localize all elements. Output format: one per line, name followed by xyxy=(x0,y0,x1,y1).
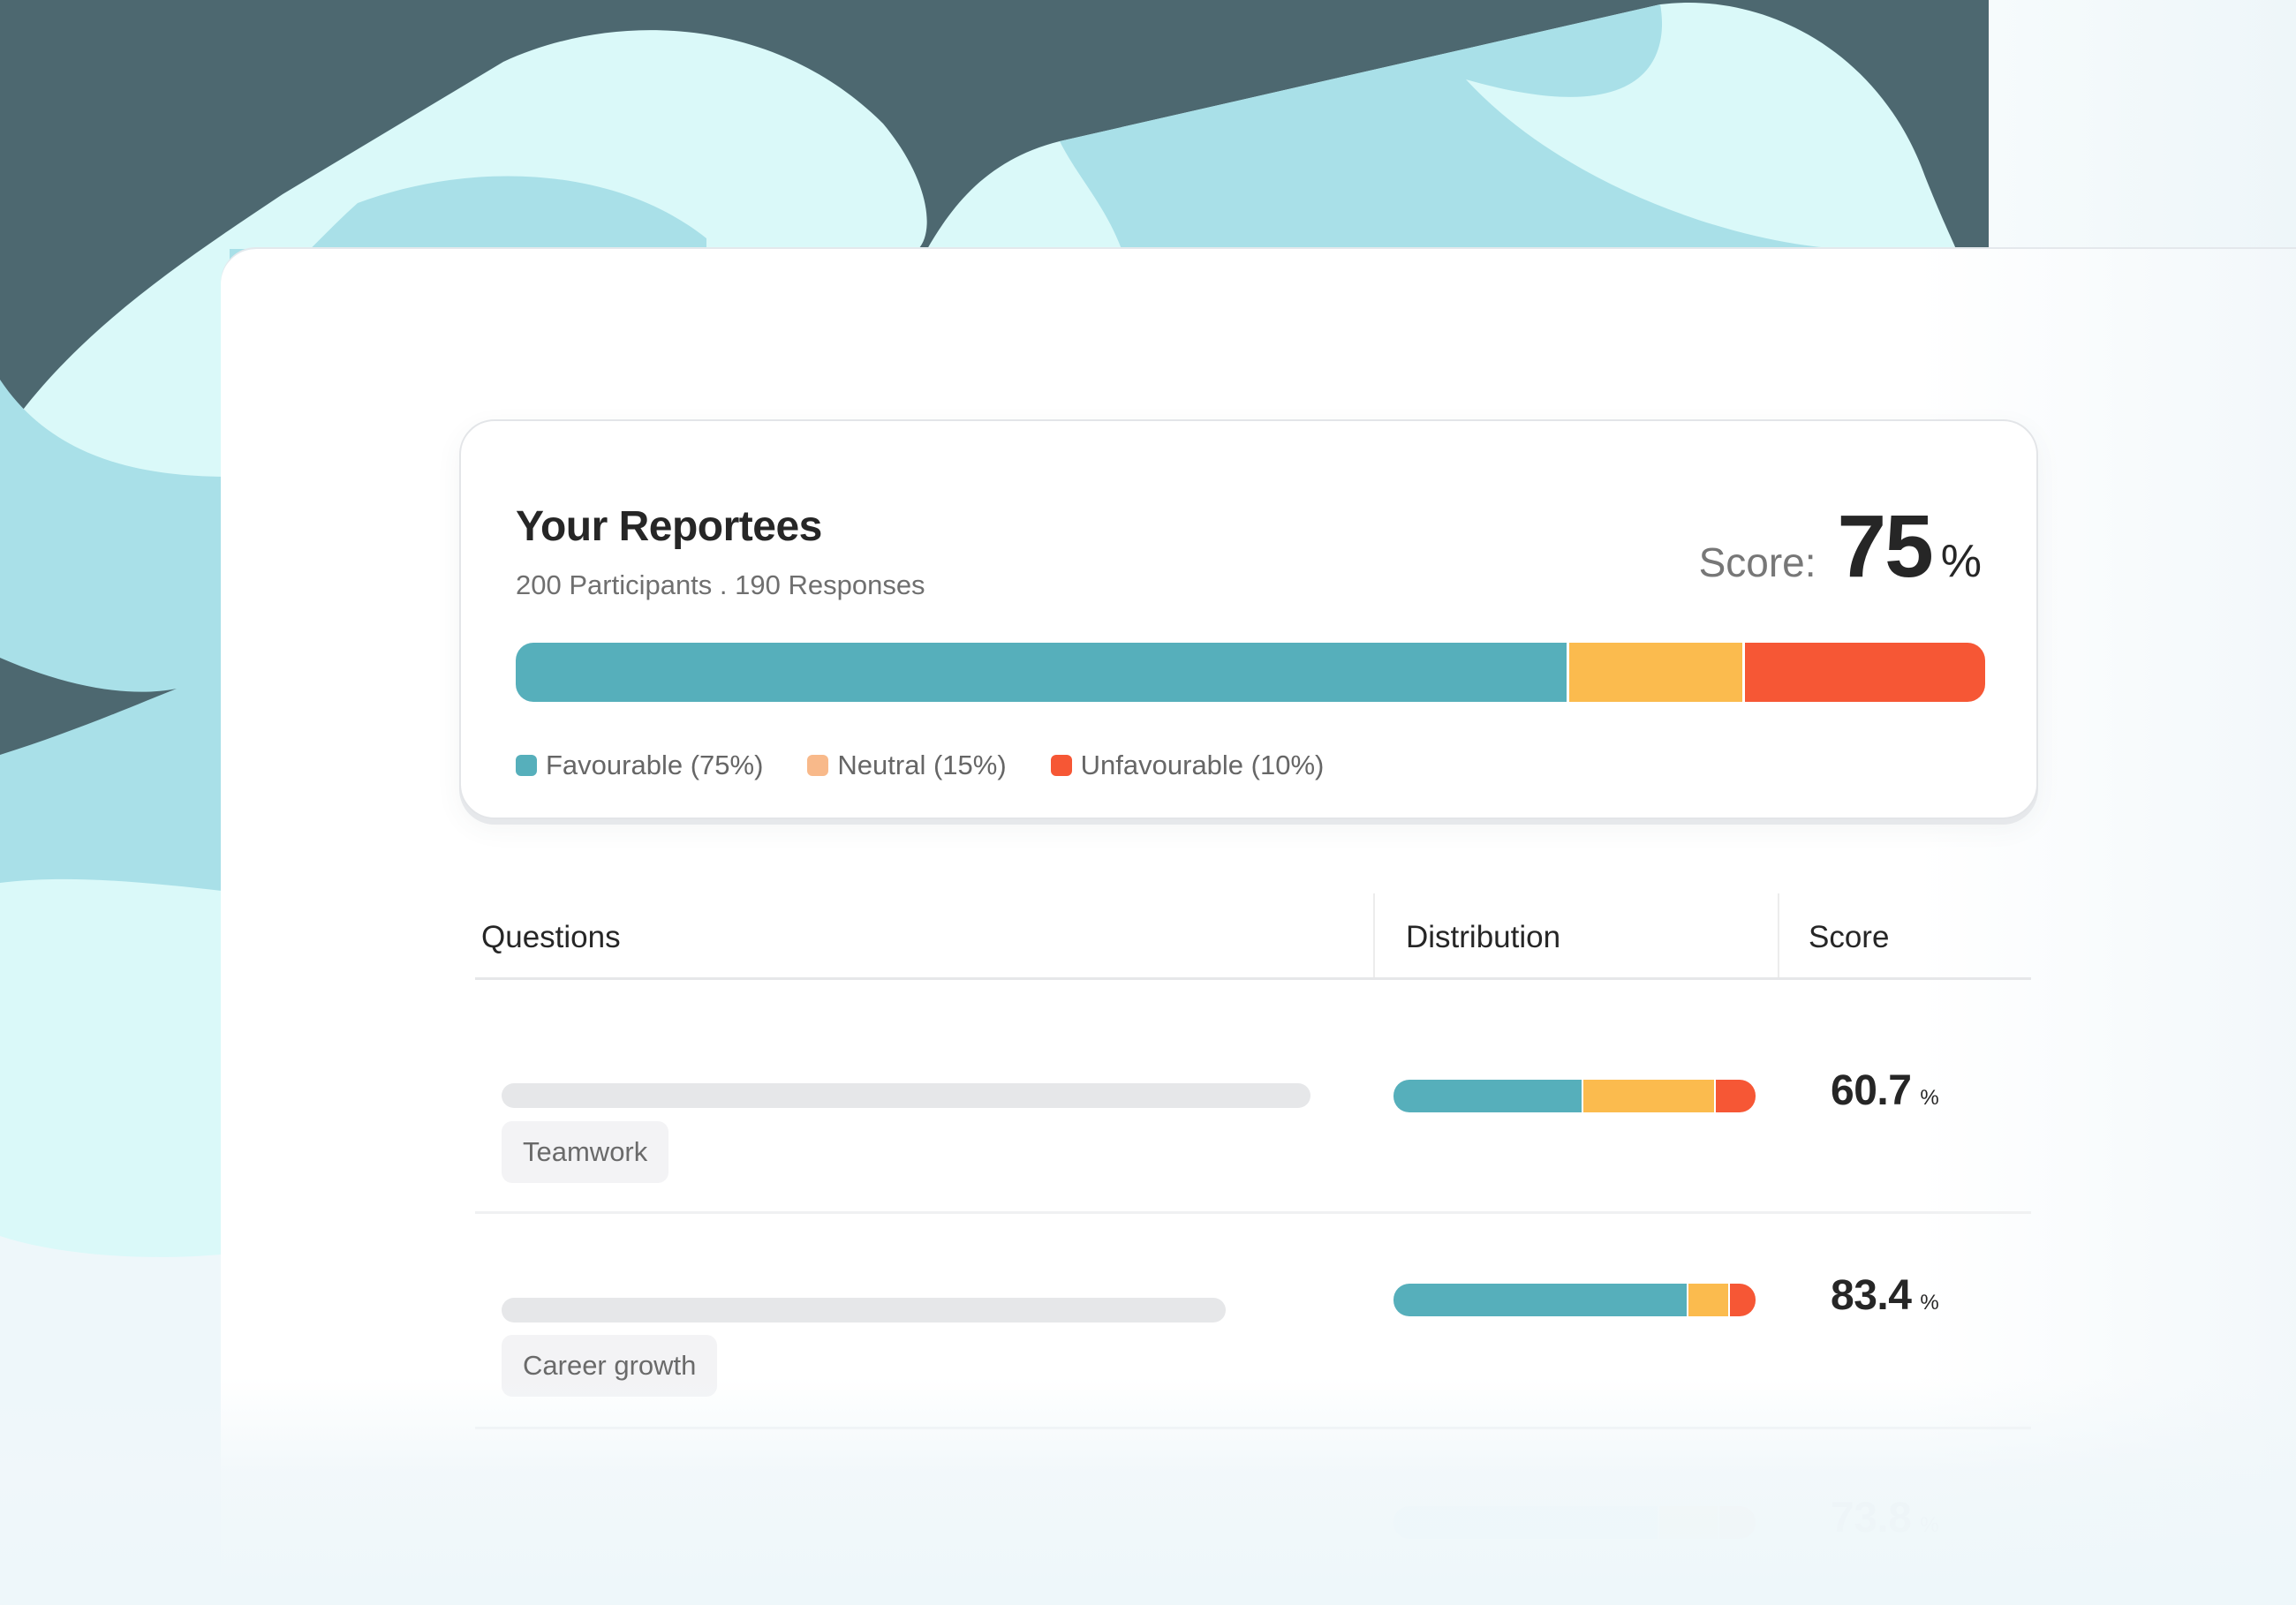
neutral-swatch-icon xyxy=(807,755,829,776)
header-distribution[interactable]: Distribution xyxy=(1406,920,1561,954)
header-score[interactable]: Score xyxy=(1809,920,1890,954)
unfavourable-segment[interactable] xyxy=(1742,643,1985,702)
unfavourable-segment[interactable] xyxy=(1713,1080,1756,1112)
legend: Favourable (75%) Neutral (15%) Unfavoura… xyxy=(516,750,1324,781)
table-header: Questions Distribution Score xyxy=(475,893,2031,980)
neutral-segment[interactable] xyxy=(1582,1080,1714,1112)
score-label: Score: xyxy=(1698,539,1816,585)
participants-responses: 200 Participants . 190 Responses xyxy=(516,569,925,600)
category-tag: Career growth xyxy=(502,1335,718,1397)
background-strip xyxy=(1989,0,2296,249)
neutral-segment[interactable] xyxy=(1566,643,1743,702)
question-text-placeholder xyxy=(502,1298,1226,1322)
table-row[interactable]: Career growth 83.4 % xyxy=(475,1213,2031,1429)
favourable-segment[interactable] xyxy=(1393,1506,1658,1539)
legend-label: Unfavourable (10%) xyxy=(1080,750,1325,780)
score-value: 83.4 xyxy=(1831,1272,1912,1319)
column-divider xyxy=(1373,893,1375,977)
unfavourable-swatch-icon xyxy=(1050,755,1072,776)
score-value: 75 xyxy=(1837,497,1934,596)
distribution-bar xyxy=(1393,1284,1756,1316)
neutral-segment[interactable] xyxy=(1687,1284,1729,1316)
favourable-segment[interactable] xyxy=(1393,1080,1582,1112)
row-score: 60.7 % xyxy=(1831,1066,1939,1115)
questions-table: Questions Distribution Score Teamwork 60… xyxy=(475,893,2031,1541)
row-score: 83.4 % xyxy=(1831,1271,1939,1320)
score-unit: % xyxy=(1940,536,1982,587)
favourable-segment[interactable] xyxy=(516,643,1567,702)
category-tag: Teamwork xyxy=(502,1121,669,1183)
legend-label: Neutral (15%) xyxy=(837,750,1007,780)
score-unit: % xyxy=(1920,1513,1939,1537)
summary-card: Your Reportees 200 Participants . 190 Re… xyxy=(459,419,2038,819)
legend-unfavourable: Unfavourable (10%) xyxy=(1050,750,1325,781)
unfavourable-segment[interactable] xyxy=(1717,1506,1756,1539)
column-divider xyxy=(1778,893,1779,977)
card-title: Your Reportees xyxy=(516,503,822,550)
neutral-segment[interactable] xyxy=(1658,1506,1718,1539)
score-unit: % xyxy=(1920,1291,1939,1315)
distribution-bar xyxy=(1393,1506,1756,1539)
table-row[interactable]: Teamwork 60.7 % xyxy=(475,980,2031,1214)
question-text-placeholder xyxy=(502,1083,1310,1108)
overall-score: Score: 75 % xyxy=(1699,502,1982,591)
legend-favourable: Favourable (75%) xyxy=(516,750,763,781)
distribution-bar xyxy=(1393,1080,1756,1112)
table-row[interactable]: 73.8 % xyxy=(475,1428,2031,1605)
favourable-swatch-icon xyxy=(516,755,537,776)
favourable-segment[interactable] xyxy=(1393,1284,1688,1316)
legend-label: Favourable (75%) xyxy=(546,750,764,780)
row-score: 73.8 % xyxy=(1831,1494,1939,1542)
header-questions[interactable]: Questions xyxy=(481,920,621,954)
score-unit: % xyxy=(1920,1086,1939,1110)
unfavourable-segment[interactable] xyxy=(1728,1284,1756,1316)
overall-distribution-bar xyxy=(516,643,1985,702)
score-value: 73.8 xyxy=(1831,1495,1912,1541)
score-value: 60.7 xyxy=(1831,1067,1912,1114)
legend-neutral: Neutral (15%) xyxy=(807,750,1007,781)
